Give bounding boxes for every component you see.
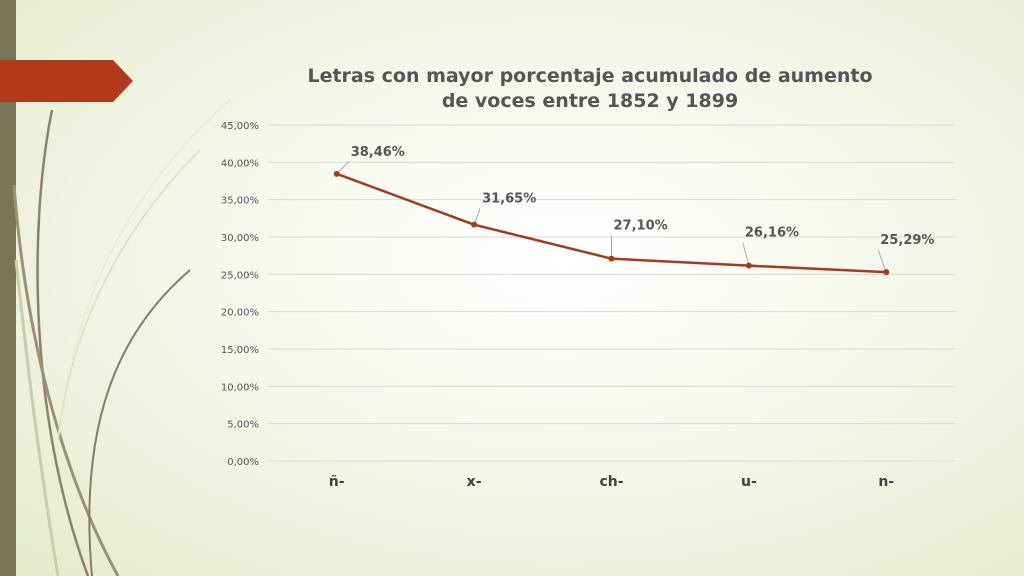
data-point <box>883 269 890 276</box>
decorative-curve <box>71 99 231 361</box>
x-tick-label: u- <box>741 474 757 490</box>
decorative-curve <box>57 149 201 441</box>
data-point <box>471 221 478 228</box>
y-tick-label: 35,00% <box>221 196 259 207</box>
y-tick-label: 45,00% <box>221 121 259 132</box>
data-label: 25,29% <box>880 233 934 248</box>
decorative-curve <box>88 269 191 576</box>
data-point <box>608 255 615 262</box>
data-label-leader <box>877 250 887 273</box>
y-axis-tick-labels: 0,00% 5,00% 10,00% 15,00% 20,00% 25,00% 30,00%… <box>221 121 259 468</box>
y-tick-label: 0,00% <box>227 457 259 468</box>
x-tick-label: ñ- <box>329 474 345 490</box>
decorative-curve <box>12 184 120 576</box>
data-label: 26,16% <box>745 226 799 241</box>
slide-accent-arrow <box>0 60 133 102</box>
y-tick-label: 25,00% <box>221 270 259 281</box>
y-tick-label: 20,00% <box>221 308 259 319</box>
data-label: 31,65% <box>482 192 536 207</box>
x-axis-tick-labels: ñ-x-ch-u-n- <box>329 474 895 490</box>
gridlines <box>268 124 955 462</box>
x-tick-label: x- <box>467 474 482 490</box>
data-point <box>333 170 340 177</box>
x-tick-label: n- <box>878 474 894 490</box>
data-point <box>745 262 752 269</box>
data-label: 27,10% <box>614 219 668 234</box>
chart-title: Letras con mayor porcentaje acumulado de… <box>307 65 873 112</box>
y-tick-label: 10,00% <box>221 382 259 393</box>
y-tick-label: 40,00% <box>221 158 259 169</box>
data-label: 38,46% <box>351 145 405 160</box>
decorative-curves <box>0 60 231 576</box>
slide-left-bar <box>0 0 16 576</box>
decorative-curve <box>36 109 90 576</box>
x-tick-label: ch- <box>599 474 623 490</box>
series-line-group: 38,46% 31,65% 27,10% 26,16% 25,29% <box>333 145 934 276</box>
decorative-curve <box>14 259 60 576</box>
y-tick-label: 15,00% <box>221 345 259 356</box>
y-tick-label: 5,00% <box>227 420 259 431</box>
data-label-leader <box>742 242 750 266</box>
y-tick-label: 30,00% <box>221 233 259 244</box>
